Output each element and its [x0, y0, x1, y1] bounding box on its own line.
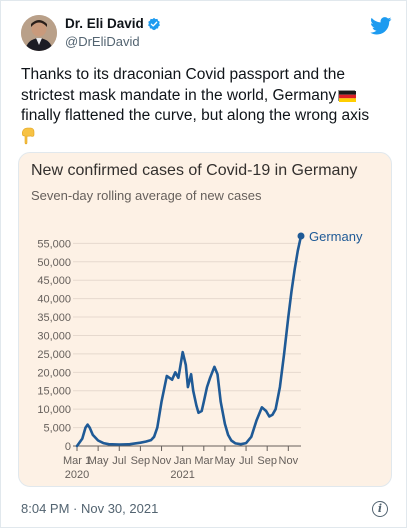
series-end-point	[297, 232, 305, 240]
y-tick-label: 10,000	[37, 404, 71, 416]
x-tick-label: Sep	[131, 455, 151, 467]
x-tick-label: Nov	[152, 455, 172, 467]
avatar[interactable]	[21, 15, 57, 51]
y-tick-label: 45,000	[37, 275, 71, 287]
y-tick-label: 40,000	[37, 294, 71, 306]
x-tick-label: Mar 1	[63, 455, 91, 467]
info-icon[interactable]: i	[372, 501, 388, 517]
x-tick-label: May	[215, 455, 236, 467]
tweet-text: Thanks to its draconian Covid passport a…	[21, 65, 396, 151]
tweet-text-segment: strictest mask mandate in the world, Ger…	[21, 86, 337, 104]
x-tick-label: Jul	[112, 455, 126, 467]
x-tick-label: May	[88, 455, 109, 467]
y-tick-label: 25,000	[37, 349, 71, 361]
x-tick-label: Jan	[174, 455, 192, 467]
tweet-text-line: strictest mask mandate in the world, Ger…	[21, 86, 396, 107]
chart: 0 5,000 10,000 15,000 20,000 25,000 30,000 35,0…	[37, 229, 363, 481]
x-tick-label: Sep	[257, 455, 277, 467]
series-line-germany	[75, 234, 303, 448]
chart-subtitle: Seven-day rolling average of new cases	[31, 188, 262, 203]
name-row: Dr. Eli David	[65, 16, 161, 31]
twitter-bird-icon[interactable]	[370, 17, 392, 35]
chart-title: New confirmed cases of Covid-19 in Germa…	[31, 162, 358, 179]
display-name[interactable]: Dr. Eli David	[65, 16, 144, 31]
y-tick-label: 35,000	[37, 312, 71, 324]
pointing-down-hand-icon	[21, 127, 35, 152]
y-tick-label: 55,000	[37, 238, 71, 250]
y-tick-label: 0	[65, 441, 71, 453]
y-tick-label: 30,000	[37, 330, 71, 342]
x-tick-label: Mar	[194, 455, 213, 467]
tweet-text-line: finally flattened the curve, but along t…	[21, 107, 370, 124]
x-year-label: 2021	[170, 469, 194, 481]
y-tick-label: 50,000	[37, 257, 71, 269]
verified-badge-icon	[147, 17, 161, 31]
y-tick-label: 15,000	[37, 386, 71, 398]
tweet-timestamp[interactable]: 8:04 PM · Nov 30, 2021	[21, 501, 159, 516]
x-tick-label: Nov	[279, 455, 299, 467]
user-handle[interactable]: @DrEliDavid	[65, 34, 140, 49]
series-end-label: Germany	[309, 229, 363, 244]
x-tick-label: Jul	[239, 455, 253, 467]
y-tick-label: 5,000	[43, 423, 71, 435]
chart-card[interactable]: New confirmed cases of Covid-19 in Germa…	[18, 152, 392, 487]
x-year-label: 2020	[65, 469, 89, 481]
germany-flag-icon	[338, 89, 357, 102]
tweet-text-line: Thanks to its draconian Covid passport a…	[21, 66, 345, 83]
tweet-text-line	[21, 127, 396, 152]
y-tick-label: 20,000	[37, 367, 71, 379]
